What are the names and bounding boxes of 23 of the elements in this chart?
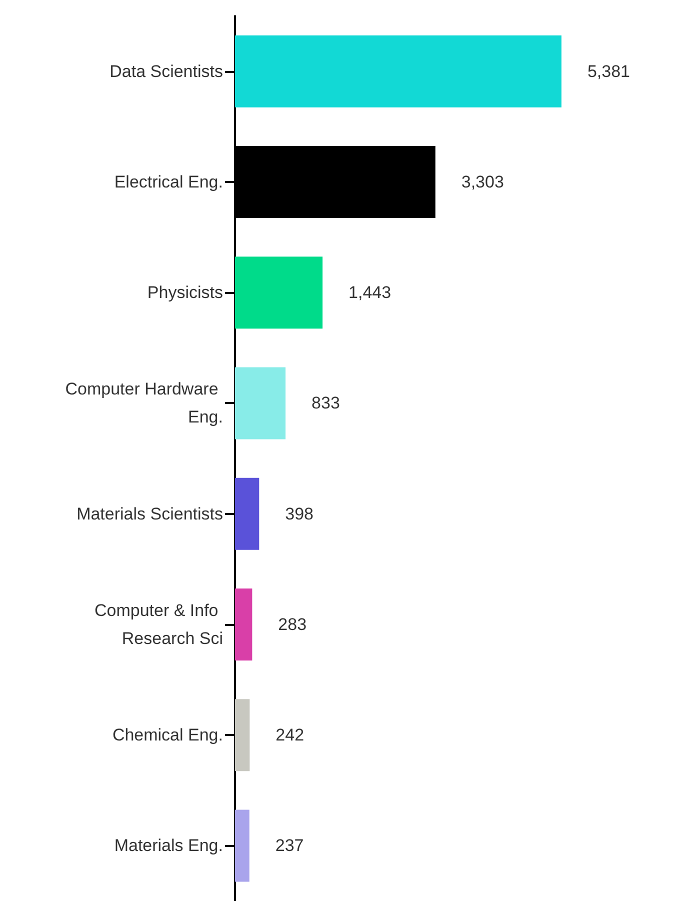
bar	[235, 478, 260, 550]
data-label: 242	[276, 726, 304, 745]
bar	[235, 256, 323, 329]
bar	[235, 35, 562, 108]
y-tick-label: Electrical Eng.	[114, 172, 223, 192]
bar	[235, 810, 250, 882]
y-tick-label: Computer Hardware Eng.	[65, 380, 223, 427]
data-label: 398	[285, 504, 314, 524]
data-label: 1,443	[348, 283, 392, 302]
data-label: 283	[278, 614, 307, 634]
y-tick-label: Materials Eng.	[114, 836, 223, 856]
bar	[235, 367, 286, 440]
y-tick-label: Chemical Eng.	[112, 726, 223, 745]
data-label: 833	[312, 394, 340, 413]
y-tick-label: Computer & Info Research Sci	[94, 600, 223, 648]
data-label: 237	[275, 836, 304, 856]
bar	[235, 588, 252, 660]
y-tick-label: Data Scientists	[110, 62, 223, 81]
data-label: 3,303	[461, 172, 504, 192]
y-tick-label: Physicists	[147, 283, 223, 302]
y-tick-label: Materials Scientists	[76, 504, 223, 524]
data-label: 5,381	[587, 62, 630, 81]
bar	[235, 699, 250, 772]
